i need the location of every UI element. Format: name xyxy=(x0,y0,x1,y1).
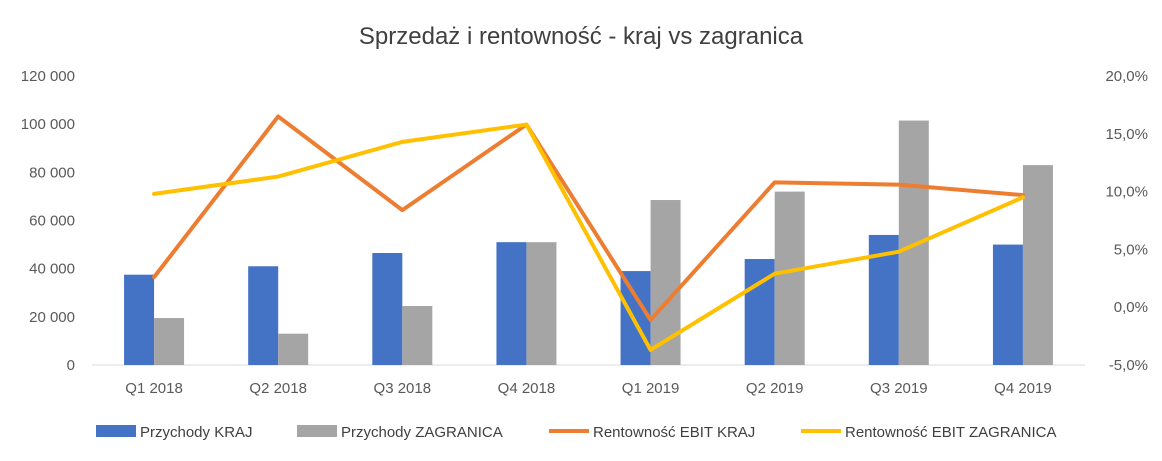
y-right-tick-label: 0,0% xyxy=(1114,299,1148,316)
x-tick-label: Q1 2019 xyxy=(622,380,680,397)
y-right-tick-label: 15,0% xyxy=(1105,126,1148,143)
bar-0-7 xyxy=(992,244,1023,365)
x-tick-label: Q3 2019 xyxy=(870,380,928,397)
y-left-tick-label: 80 000 xyxy=(29,164,75,181)
x-tick-label: Q4 2019 xyxy=(994,380,1052,397)
legend-swatch xyxy=(96,425,136,437)
bar-1-1 xyxy=(278,333,309,365)
y-left-tick-label: 60 000 xyxy=(29,213,75,230)
legend-label: Rentowność EBIT ZAGRANICA xyxy=(845,424,1056,441)
bar-0-0 xyxy=(124,274,155,365)
legend-label: Przychody ZAGRANICA xyxy=(341,424,503,441)
y-axis-left: 0 20 000 40 000 60 000 80 000 100 000 120 000 xyxy=(21,68,75,374)
y-left-tick-label: 0 xyxy=(67,357,75,374)
chart-title: Sprzedaż i rentowność - kraj vs zagranic… xyxy=(359,23,804,50)
bar-0-2 xyxy=(372,253,403,365)
bar-0-4 xyxy=(620,271,651,365)
y-right-tick-label: 5,0% xyxy=(1114,241,1148,258)
legend-label: Rentowność EBIT KRAJ xyxy=(593,424,755,441)
legend-swatch xyxy=(297,425,337,437)
y-right-tick-label: 10,0% xyxy=(1105,184,1148,201)
bars xyxy=(124,120,1053,365)
bar-0-1 xyxy=(248,266,279,365)
series-line-1 xyxy=(152,122,1025,352)
x-tick-label: Q2 2019 xyxy=(746,380,804,397)
y-left-tick-label: 20 000 xyxy=(29,309,75,326)
y-left-tick-label: 100 000 xyxy=(21,116,75,133)
y-axis-right: -5,0% 0,0% 5,0% 10,0% 15,0% 20,0% xyxy=(1105,68,1148,374)
legend-label: Przychody KRAJ xyxy=(140,424,253,441)
x-tick-label: Q1 2018 xyxy=(125,380,183,397)
bar-1-3 xyxy=(526,242,557,365)
series-line-0 xyxy=(152,114,1025,322)
x-axis: Q1 2018 Q2 2018 Q3 2018 Q4 2018 Q1 2019 Q2 20… xyxy=(125,380,1051,397)
y-right-tick-label: 20,0% xyxy=(1105,68,1148,85)
bar-1-7 xyxy=(1022,165,1053,365)
bar-1-6 xyxy=(898,120,929,365)
bar-1-0 xyxy=(154,318,185,365)
lines xyxy=(152,114,1025,352)
bar-0-3 xyxy=(496,242,527,365)
y-left-tick-label: 120 000 xyxy=(21,68,75,85)
x-tick-label: Q2 2018 xyxy=(249,380,307,397)
legend: Przychody KRAJ Przychody ZAGRANICA Rentown… xyxy=(96,424,1056,441)
bar-1-5 xyxy=(774,191,805,365)
bar-1-4 xyxy=(650,200,681,365)
y-left-tick-label: 40 000 xyxy=(29,261,75,278)
y-right-tick-label: -5,0% xyxy=(1109,357,1148,374)
bar-1-2 xyxy=(402,305,433,365)
x-tick-label: Q4 2018 xyxy=(498,380,556,397)
x-tick-label: Q3 2018 xyxy=(374,380,432,397)
